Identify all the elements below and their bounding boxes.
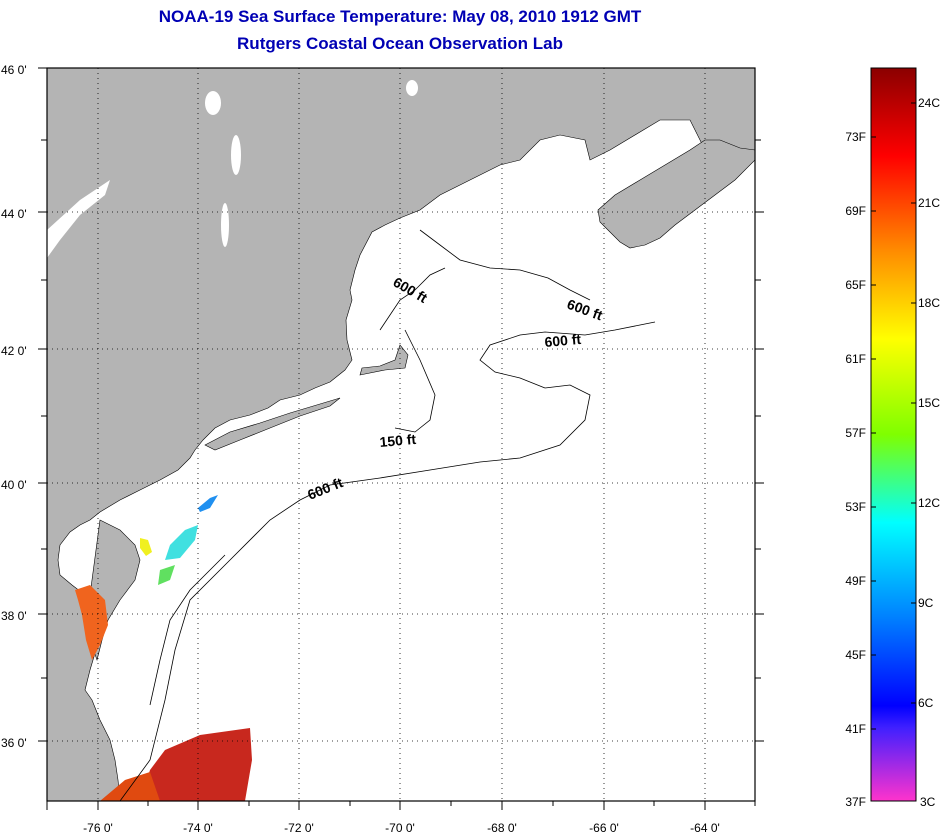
colorbar-f-label: 41F [845,722,866,736]
colorbar-c-label: 24C [918,96,940,110]
land-long-island [204,397,341,451]
lon-tick-label: -72 0' [284,821,314,835]
map-title: NOAA-19 Sea Surface Temperature: May 08,… [158,7,642,26]
colorbar-c-label: 21C [918,196,940,210]
colorbar-f-label: 37F [845,795,866,809]
contour-label: 600 ft [544,331,582,350]
lon-tick-label: -70 0' [385,821,415,835]
colorbar-f-label: 45F [845,648,866,662]
sst-patch-delaware-bay [140,538,152,556]
lat-tick-label: 36 0' [1,736,27,750]
colorbar-f-label: 53F [845,500,866,514]
colorbar-f-label: 49F [845,574,866,588]
sst-patch-south-warm [140,728,252,801]
colorbar-c-labels: 24C 21C 18C 15C 12C 9C 6C 3C [918,96,940,809]
sst-patch-chesapeake [75,585,108,660]
colorbar-c-label: 15C [918,396,940,410]
lon-tick-label: -76 0' [83,821,113,835]
colorbar-f-label: 65F [845,278,866,292]
sst-patch-nj-shelf [165,525,198,560]
axis-ticks [38,67,764,810]
colorbar-ticks [871,102,916,730]
colorbar-f-labels: 73F 69F 65F 61F 57F 53F 49F 45F 41F 37F [845,130,866,809]
colorbar-c-label: 18C [918,296,940,310]
lat-tick-label: 40 0' [1,478,27,492]
colorbar [870,67,917,802]
land-nova-scotia [597,139,755,249]
graticule [47,68,755,801]
lat-tick-label: 44 0' [1,207,27,221]
colorbar-f-label: 61F [845,352,866,366]
lon-tick-label: -68 0' [487,821,517,835]
colorbar-c-label: 6C [918,696,934,710]
lat-tick-label: 42 0' [1,344,27,358]
lon-tick-labels: -76 0' -74 0' -72 0' -70 0' -68 0' -66 0… [83,821,720,835]
lat-tick-label: 46 0' [1,63,27,77]
map-frame [46,67,756,802]
map-subtitle: Rutgers Coastal Ocean Observation Lab [237,34,563,53]
lon-tick-label: -66 0' [589,821,619,835]
colorbar-f-label: 57F [845,426,866,440]
colorbar-f-label: 69F [845,204,866,218]
colorbar-c-label: 3C [920,795,936,809]
colorbar-f-label: 73F [845,130,866,144]
colorbar-c-label: 9C [918,596,934,610]
land-cape-cod [359,344,409,376]
lon-tick-label: -74 0' [183,821,213,835]
contour-label: 150 ft [379,431,417,450]
colorbar-c-label: 12C [918,496,940,510]
lon-tick-label: -64 0' [690,821,720,835]
lat-tick-label: 38 0' [1,609,27,623]
lat-tick-labels: 46 0' 44 0' 42 0' 40 0' 38 0' 36 0' [1,63,27,750]
